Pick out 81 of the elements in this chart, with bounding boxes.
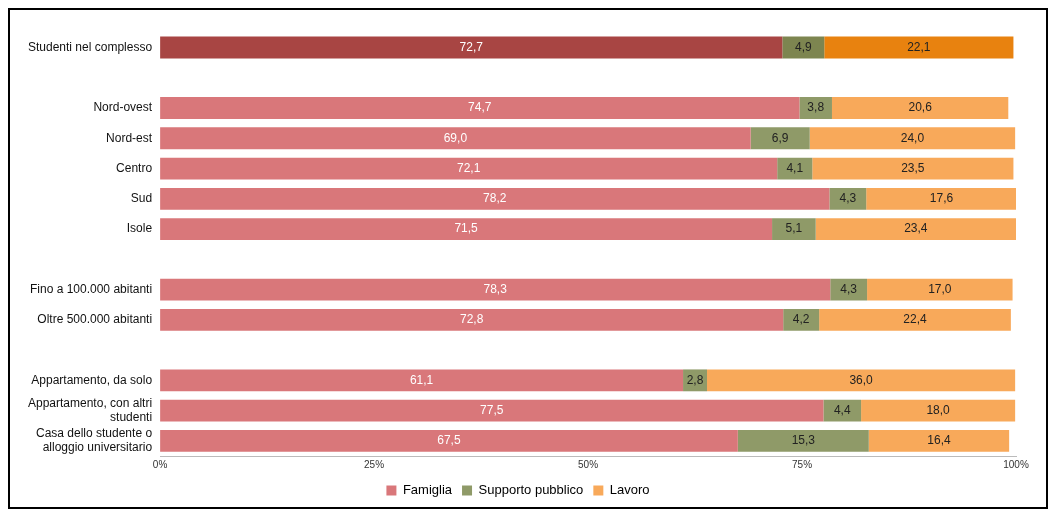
data-label: 69,0 <box>443 130 468 145</box>
bar <box>160 429 738 452</box>
bar <box>809 127 1016 150</box>
y-tick-label: Nord-est <box>106 130 153 145</box>
bar <box>750 127 810 150</box>
bar <box>868 429 1010 452</box>
y-tick-label: Casa dello studente o alloggio universitario <box>35 425 153 455</box>
data-label: 22,1 <box>907 39 931 54</box>
data-label: 20,6 <box>908 100 933 115</box>
x-tick-label: 25% <box>364 458 385 470</box>
bar <box>819 308 1011 331</box>
data-label: 67,5 <box>437 433 461 448</box>
y-tick-label: Isole <box>126 221 153 236</box>
data-label: 16,4 <box>927 433 951 448</box>
legend-label: Famiglia <box>402 482 453 498</box>
data-label: 36,0 <box>849 372 874 387</box>
bar <box>815 218 1016 240</box>
bar <box>160 399 824 422</box>
data-label: 4,2 <box>792 312 810 327</box>
data-label: 24,0 <box>900 130 925 145</box>
x-tick-label: 50% <box>578 458 599 470</box>
data-label: 17,0 <box>928 281 952 296</box>
data-label: 3,8 <box>807 100 825 115</box>
bar <box>831 97 1009 119</box>
bar <box>160 36 783 59</box>
data-label: 4,9 <box>794 39 812 54</box>
bar <box>823 399 862 422</box>
x-tick-label: 75% <box>792 458 813 470</box>
data-label: 72,7 <box>459 39 484 54</box>
bar <box>861 399 1016 422</box>
bar <box>830 278 868 301</box>
data-label: 72,1 <box>456 160 481 175</box>
bar <box>829 187 867 210</box>
data-label: 17,6 <box>929 191 954 206</box>
bar <box>707 369 1016 392</box>
bar <box>812 157 1014 180</box>
bar <box>160 127 751 150</box>
bar <box>160 308 784 331</box>
data-label: 4,3 <box>839 191 857 206</box>
x-tick-label: 100% <box>1003 458 1029 470</box>
data-label: 2,8 <box>686 372 704 387</box>
data-label: 74,7 <box>468 100 492 115</box>
data-label: 5,1 <box>785 221 803 236</box>
bar <box>772 218 816 240</box>
y-tick-label: Oltre 500.000 abitanti <box>37 312 153 327</box>
data-label: 71,5 <box>454 221 479 236</box>
data-label: 77,5 <box>480 402 504 417</box>
y-tick-label: Sud <box>130 191 153 206</box>
x-tick-label: 0% <box>152 458 168 470</box>
legend-label: Lavoro <box>609 482 650 498</box>
bar <box>160 278 831 301</box>
y-tick-label: Appartamento, da solo <box>31 372 153 387</box>
legend-label: Supporto pubblico <box>478 482 584 498</box>
data-label: 23,4 <box>904 221 928 236</box>
data-label: 22,4 <box>903 312 927 327</box>
bar <box>160 369 684 392</box>
bar <box>160 157 778 180</box>
data-label: 78,3 <box>483 281 508 296</box>
data-label: 4,3 <box>840 281 858 296</box>
bar <box>783 308 820 331</box>
bar <box>160 187 830 210</box>
y-tick-label: Appartamento, con altri studenti <box>27 395 153 425</box>
data-label: 4,4 <box>833 402 851 417</box>
bar <box>160 218 773 240</box>
bar <box>160 97 800 119</box>
data-label: 72,8 <box>459 312 484 327</box>
data-label: 78,2 <box>483 191 507 206</box>
data-label: 4,1 <box>786 160 804 175</box>
data-label: 6,9 <box>771 130 789 145</box>
bar <box>737 429 869 452</box>
bar <box>867 278 1013 301</box>
y-tick-label: Centro <box>116 160 153 175</box>
bar <box>824 36 1014 59</box>
bar <box>866 187 1016 210</box>
y-tick-label: Nord-ovest <box>93 100 153 115</box>
y-tick-label: Fino a 100.000 abitanti <box>29 281 153 296</box>
data-label: 15,3 <box>791 433 816 448</box>
data-label: 18,0 <box>926 402 951 417</box>
data-label: 61,1 <box>409 372 434 387</box>
y-tick-label: Studenti nel complesso <box>27 39 153 54</box>
data-label: 23,5 <box>901 160 925 175</box>
